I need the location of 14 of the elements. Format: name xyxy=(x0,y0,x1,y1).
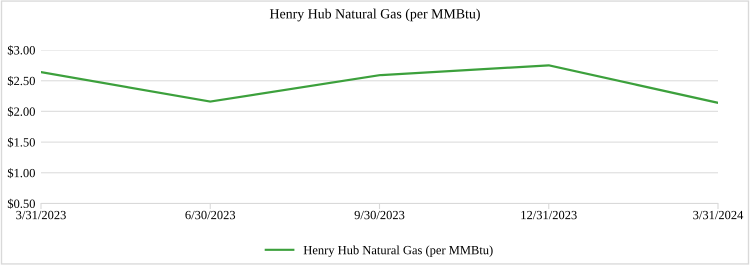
x-tick-label: 3/31/2023 xyxy=(16,210,66,220)
y-tick-label: $0.50 xyxy=(8,198,35,209)
x-tick-label: 12/31/2023 xyxy=(521,210,577,220)
y-tick-label: $1.50 xyxy=(8,137,35,148)
y-tick-label: $3.00 xyxy=(8,45,35,56)
legend-label: Henry Hub Natural Gas (per MMBtu) xyxy=(304,246,493,257)
chart-title: Henry Hub Natural Gas (per MMBtu) xyxy=(270,8,480,22)
x-tick-label: 9/30/2023 xyxy=(354,210,404,220)
x-tick-label: 6/30/2023 xyxy=(185,210,236,220)
y-tick-label: $2.50 xyxy=(8,76,35,86)
line-series xyxy=(41,64,718,104)
y-tick-label: $2.00 xyxy=(8,106,35,117)
y-tick-label: $1.00 xyxy=(8,168,35,178)
x-tick-label: 3/31/2024 xyxy=(693,210,744,220)
